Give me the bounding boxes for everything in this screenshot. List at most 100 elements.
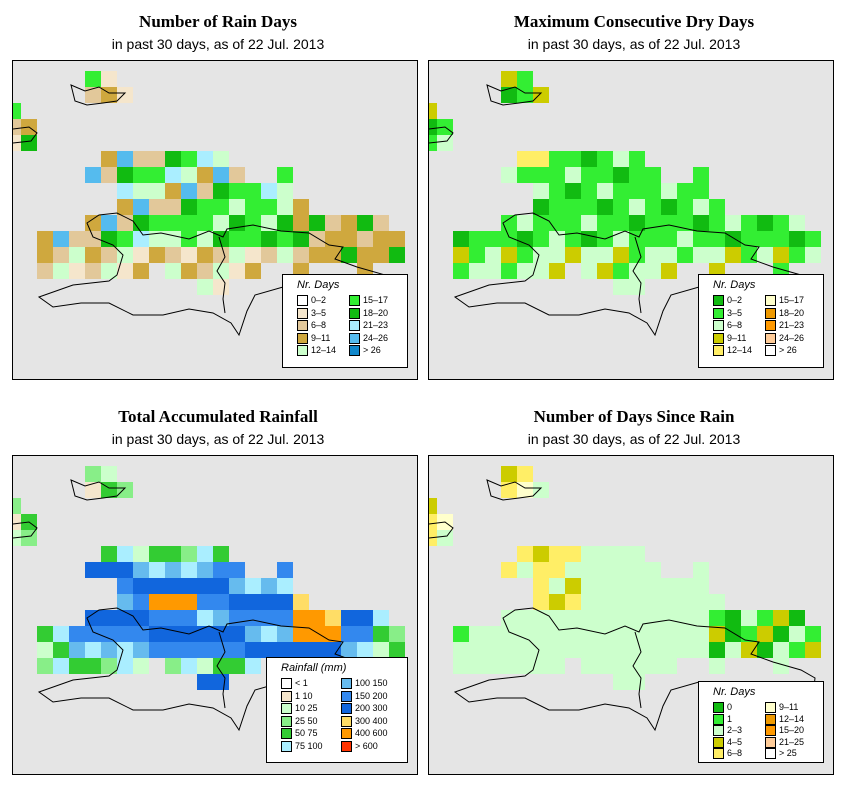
grid-cell — [85, 71, 101, 87]
grid-cell — [277, 578, 293, 594]
grid-cell — [149, 594, 165, 610]
grid-cell — [229, 642, 245, 658]
grid-cell — [197, 215, 213, 231]
coastline-cuba — [486, 479, 543, 501]
grid-cell — [197, 231, 213, 247]
legend-label: 3–5 — [311, 307, 327, 318]
grid-cell — [213, 610, 229, 626]
grid-cell — [309, 231, 325, 247]
grid-cell — [549, 215, 565, 231]
grid-cell — [37, 231, 53, 247]
grid-cell — [117, 626, 133, 642]
grid-cell — [149, 231, 165, 247]
legend-swatch — [349, 332, 360, 344]
grid-cell — [213, 215, 229, 231]
country-border — [632, 631, 642, 709]
grid-cell — [661, 247, 677, 263]
grid-cell — [213, 546, 229, 562]
grid-cell — [437, 135, 453, 151]
grid-cell — [133, 546, 149, 562]
legend-label: 3–5 — [727, 307, 743, 318]
grid-cell — [165, 578, 181, 594]
grid-cell — [181, 151, 197, 167]
grid-cell — [181, 562, 197, 578]
grid-cell — [565, 231, 581, 247]
grid-cell — [469, 642, 485, 658]
grid-cell — [357, 247, 373, 263]
grid-cell — [533, 247, 549, 263]
grid-cell — [661, 642, 677, 658]
grid-cell — [133, 183, 149, 199]
grid-cell — [149, 183, 165, 199]
grid-cell — [485, 231, 501, 247]
grid-cell — [565, 642, 581, 658]
grid-cell — [661, 231, 677, 247]
legend-swatch — [765, 725, 776, 736]
legend-swatch — [713, 295, 724, 306]
grid-cell — [213, 231, 229, 247]
grid-cell — [165, 658, 181, 674]
panel-title: Maximum Consecutive Dry Days — [513, 12, 755, 31]
legend-title: Rainfall (mm) — [281, 662, 347, 674]
grid-cell — [101, 71, 117, 87]
legend-title: Nr. Days — [297, 279, 340, 291]
grid-cell — [181, 263, 197, 279]
grid-cell — [197, 658, 213, 674]
grid-cell — [389, 231, 405, 247]
grid-cell — [149, 610, 165, 626]
grid-cell — [645, 642, 661, 658]
grid-cell — [101, 610, 117, 626]
grid-cell — [277, 642, 293, 658]
legend-label: 4–5 — [727, 736, 743, 747]
grid-cell — [245, 578, 261, 594]
grid-cell — [245, 183, 261, 199]
legend-swatch — [713, 748, 724, 759]
grid-cell — [533, 231, 549, 247]
grid-cell — [645, 231, 661, 247]
country-border — [216, 631, 226, 709]
grid-cell — [629, 199, 645, 215]
map-grid — [429, 466, 821, 732]
grid-cell — [581, 658, 597, 674]
grid-cell — [325, 610, 341, 626]
grid-cell — [773, 231, 789, 247]
grid-cell — [229, 199, 245, 215]
grid-cell — [133, 151, 149, 167]
legend-swatch — [765, 295, 776, 306]
grid-cell — [789, 642, 805, 658]
legend-label: 25 50 — [295, 715, 318, 726]
grid-cell — [197, 247, 213, 263]
grid-cell — [725, 231, 741, 247]
grid-cell — [501, 642, 517, 658]
grid-cell — [613, 263, 629, 279]
grid-cell — [293, 247, 309, 263]
grid-cell — [693, 642, 709, 658]
grid-cell — [165, 626, 181, 642]
grid-cell — [165, 642, 181, 658]
grid-cell — [325, 247, 341, 263]
grid-cell — [677, 183, 693, 199]
grid-cell — [197, 594, 213, 610]
grid-cell — [133, 562, 149, 578]
grid-cell — [181, 610, 197, 626]
legend-label: 6–8 — [727, 320, 743, 330]
grid-cell — [213, 263, 229, 279]
grid-cell — [709, 626, 725, 642]
grid-cell — [101, 167, 117, 183]
legend-swatch — [713, 307, 724, 319]
grid-cell — [165, 610, 181, 626]
grid-cell — [85, 626, 101, 642]
grid-cell — [549, 578, 565, 594]
grid-cell — [117, 263, 133, 279]
grid-cell — [53, 658, 69, 674]
grid-cell — [533, 167, 549, 183]
grid-cell — [261, 610, 277, 626]
grid-cell — [85, 482, 101, 498]
grid-cell — [277, 626, 293, 642]
grid-cell — [693, 183, 709, 199]
grid-cell — [741, 626, 757, 642]
legend-swatch — [765, 307, 776, 319]
grid-cell — [373, 215, 389, 231]
grid-cell — [485, 263, 501, 279]
coastline — [37, 212, 400, 337]
